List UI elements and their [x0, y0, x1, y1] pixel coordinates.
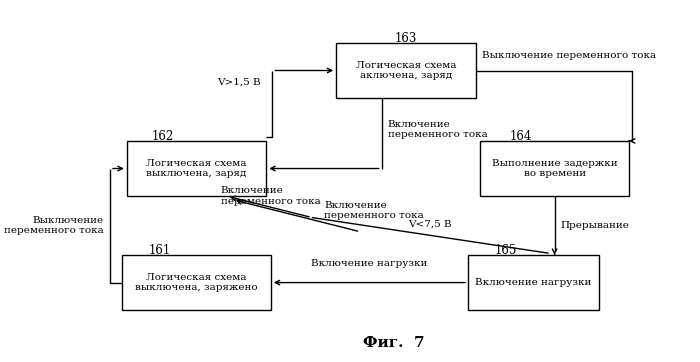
Text: Прерывание: Прерывание	[561, 221, 629, 230]
Bar	[480, 141, 629, 196]
Text: Логическая схема
аключена, заряд: Логическая схема аключена, заряд	[356, 61, 456, 80]
Text: Выполнение задержки
во времени: Выполнение задержки во времени	[492, 159, 617, 178]
Text: Фиг.  7: Фиг. 7	[363, 336, 425, 350]
Text: Выключение
переменного тока: Выключение переменного тока	[4, 216, 104, 235]
Text: Включение нагрузки: Включение нагрузки	[475, 278, 592, 287]
Text: Выключение переменного тока: Выключение переменного тока	[482, 51, 656, 60]
Text: Логическая схема
выключена, заряд: Логическая схема выключена, заряд	[146, 159, 247, 178]
Text: Включение
переменного тока: Включение переменного тока	[388, 120, 487, 139]
Text: 162: 162	[152, 130, 174, 143]
Text: 164: 164	[510, 130, 533, 143]
Bar	[122, 255, 271, 310]
Text: Включение
переменного тока: Включение переменного тока	[220, 186, 321, 206]
Text: V<7,5 В: V<7,5 В	[408, 219, 452, 228]
Bar	[336, 43, 476, 98]
Bar	[127, 141, 266, 196]
Text: 165: 165	[495, 244, 517, 257]
Text: V>1,5 В: V>1,5 В	[216, 78, 260, 87]
Text: Логическая схема
выключена, заряжено: Логическая схема выключена, заряжено	[135, 273, 258, 292]
Text: 161: 161	[149, 244, 172, 257]
Text: Включение нагрузки: Включение нагрузки	[312, 259, 428, 268]
Text: 163: 163	[395, 32, 417, 45]
Text: Включение
переменного тока: Включение переменного тока	[324, 201, 424, 220]
Bar	[468, 255, 598, 310]
